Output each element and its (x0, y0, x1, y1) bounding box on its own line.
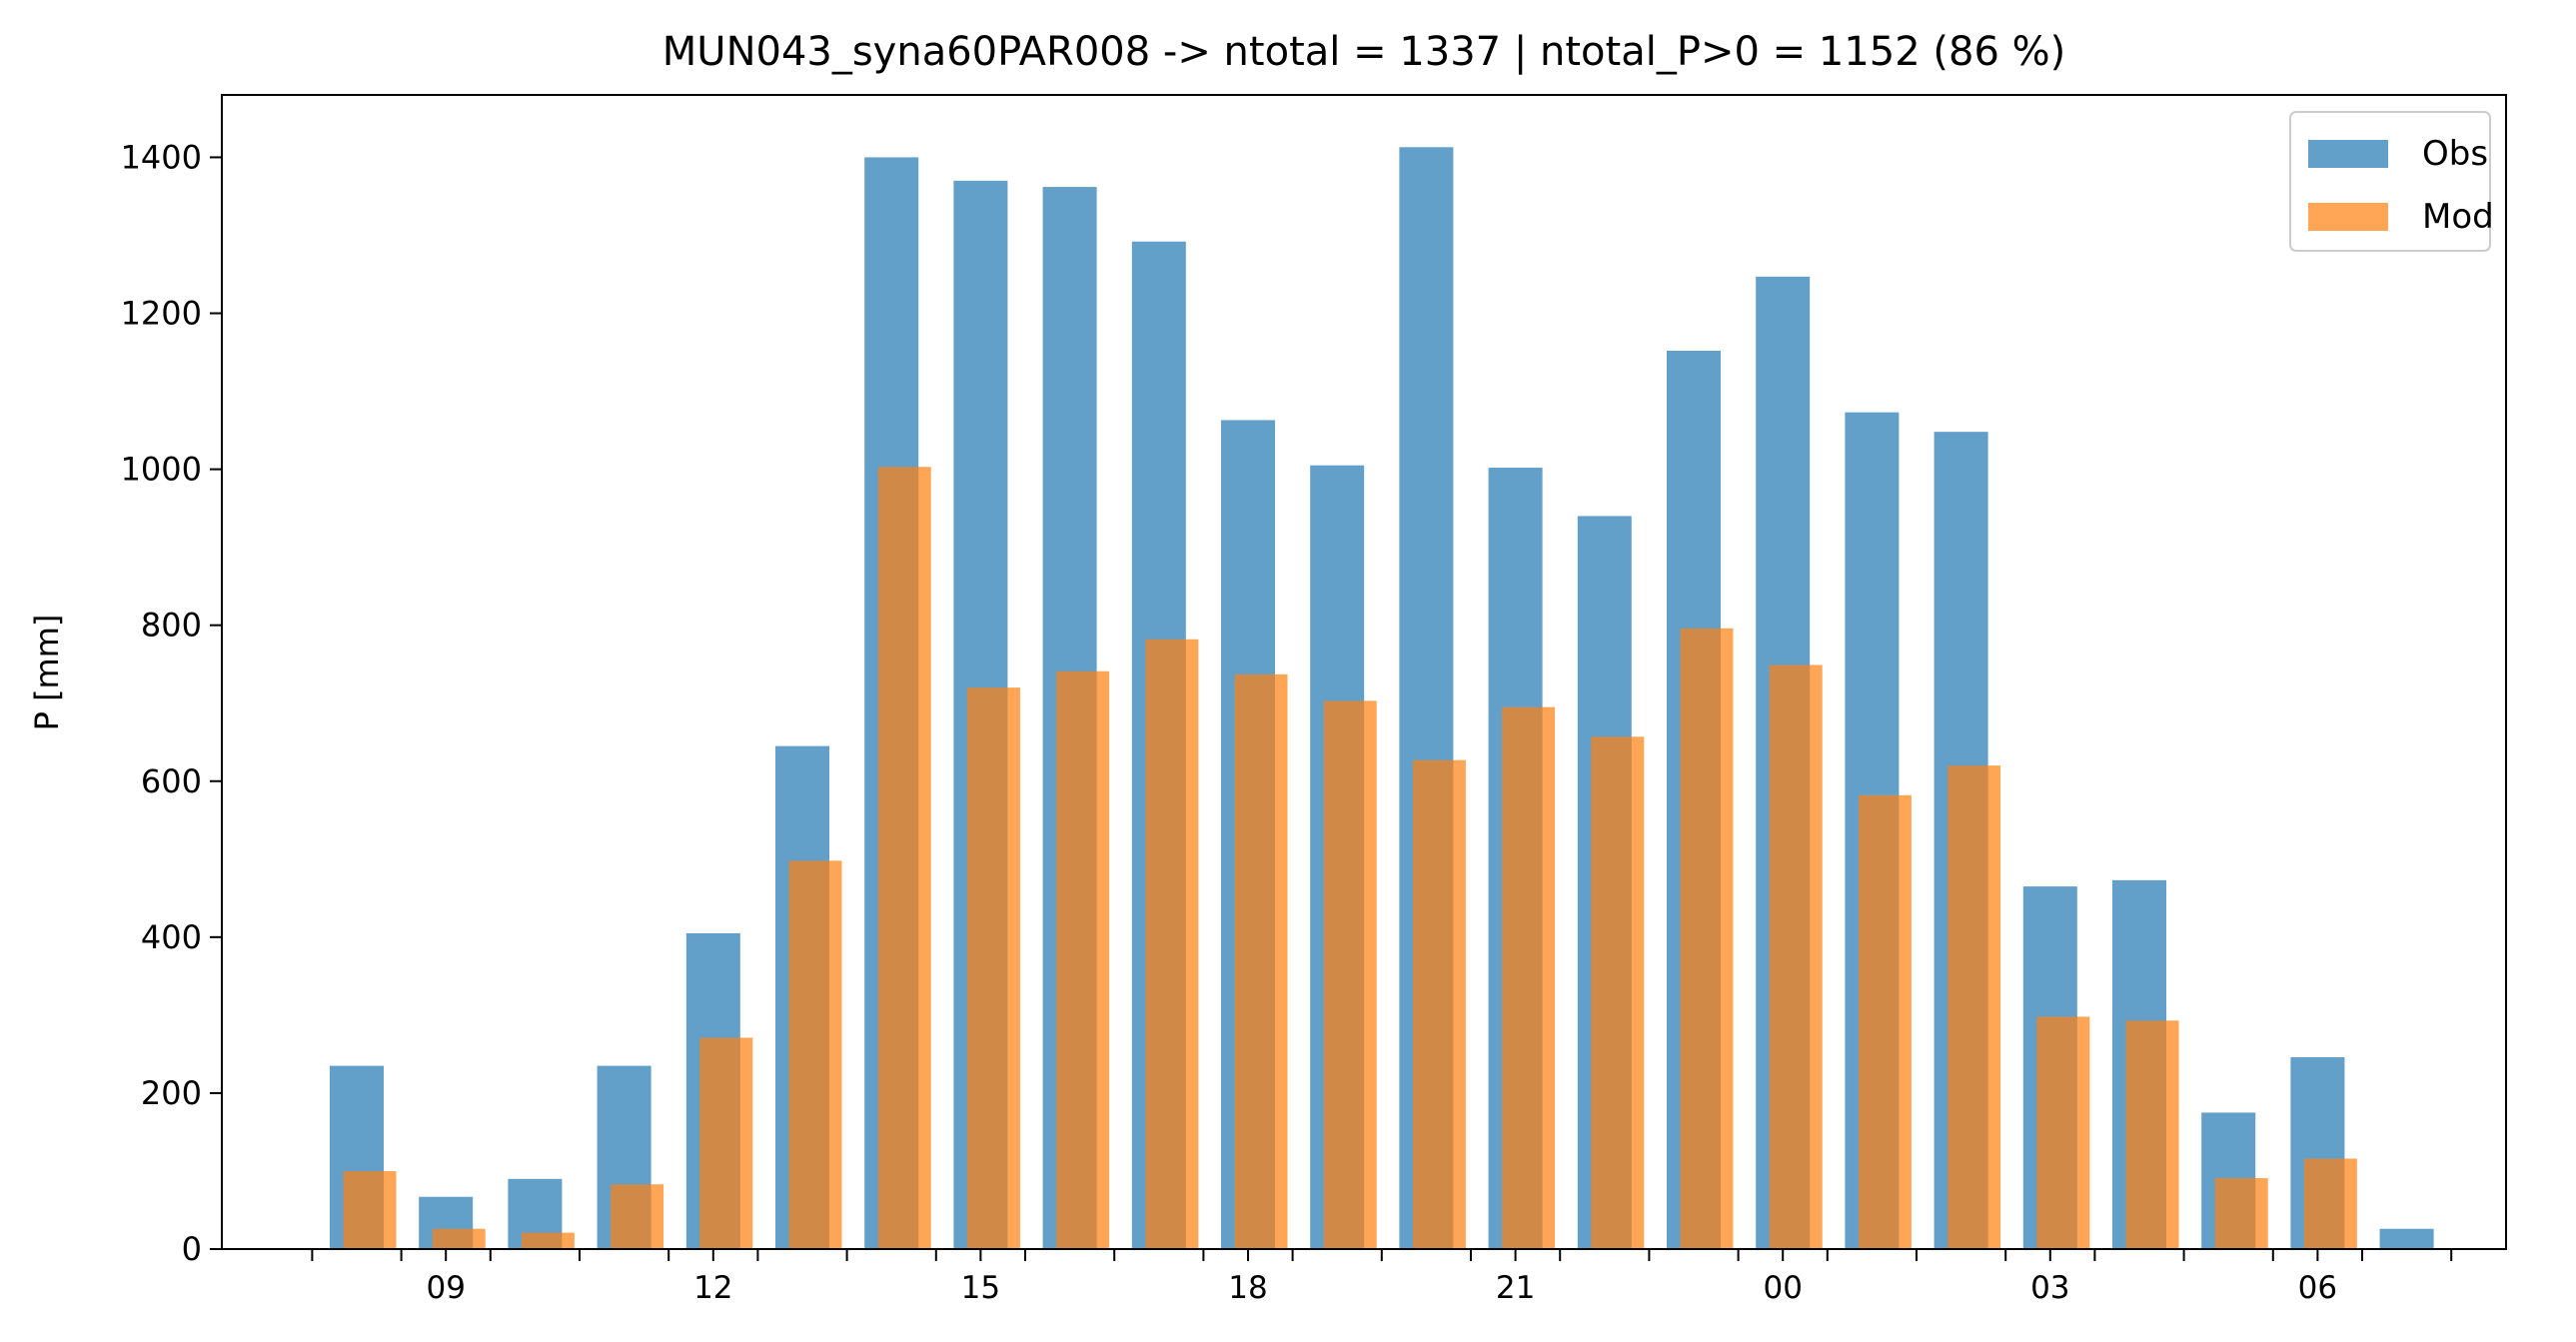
chart-title: MUN043_syna60PAR008 -> ntotal = 1337 | n… (662, 29, 2065, 75)
mod-bar-02 (1947, 765, 2001, 1249)
mod-bar-10 (521, 1232, 575, 1249)
y-tick-label: 600 (141, 762, 202, 800)
mod-bar-05 (2214, 1177, 2268, 1249)
mod-bar-11 (611, 1184, 664, 1249)
y-tick-label: 800 (141, 607, 202, 645)
y-tick-label: 200 (141, 1074, 202, 1112)
x-axis: 09 12 15 18 21 00 03 06 (311, 1249, 2453, 1306)
x-tick-label: 00 (1763, 1270, 1802, 1306)
y-axis: 0 200 400 600 800 1000 1200 1400 (121, 138, 222, 1268)
mod-bar-17 (1145, 639, 1199, 1249)
legend: Obs Mod (2289, 111, 2494, 252)
mod-bar-16 (1056, 671, 1110, 1249)
mod-bar-08 (343, 1170, 397, 1249)
mod-bar-03 (2036, 1016, 2090, 1249)
mod-bar-06 (2303, 1158, 2357, 1249)
y-tick-label: 400 (141, 918, 202, 956)
x-tick-label: 03 (2030, 1270, 2069, 1306)
y-tick-label: 0 (182, 1230, 202, 1268)
mod-bar-23 (1680, 628, 1734, 1249)
y-axis-label: P [mm] (28, 615, 66, 731)
mod-bar-18 (1234, 673, 1288, 1249)
x-tick-label: 18 (1228, 1270, 1267, 1306)
y-tick-label: 1200 (121, 295, 202, 333)
mod-bar-15 (966, 687, 1020, 1249)
x-tick-label: 12 (693, 1270, 732, 1306)
mod-bar-12 (699, 1037, 753, 1249)
axes-frame (221, 94, 2507, 1250)
mod-bar-22 (1591, 736, 1645, 1249)
legend-label-obs: Obs (2422, 134, 2488, 174)
mod-bar-13 (788, 860, 842, 1249)
x-tick-label: 06 (2298, 1270, 2337, 1306)
x-tick-label: 15 (961, 1270, 1000, 1306)
mod-bar-09 (432, 1228, 486, 1249)
y-tick-label: 1400 (121, 138, 202, 176)
x-tick-label: 09 (426, 1270, 465, 1306)
x-tick-label: 21 (1496, 1270, 1535, 1306)
legend-swatch-mod (2308, 203, 2388, 231)
mod-bar-20 (1412, 759, 1466, 1249)
obs-bar-07 (2379, 1228, 2434, 1249)
y-tick-label: 1000 (121, 451, 202, 489)
mod-bars (343, 467, 2357, 1249)
legend-label-mod: Mod (2422, 197, 2494, 237)
mod-bar-14 (877, 467, 931, 1249)
mod-bar-19 (1323, 700, 1377, 1249)
mod-bar-01 (1858, 794, 1912, 1249)
legend-swatch-obs (2308, 140, 2388, 168)
mod-bar-21 (1502, 706, 1556, 1249)
mod-bar-00 (1769, 665, 1823, 1249)
mod-bar-04 (2125, 1020, 2179, 1249)
